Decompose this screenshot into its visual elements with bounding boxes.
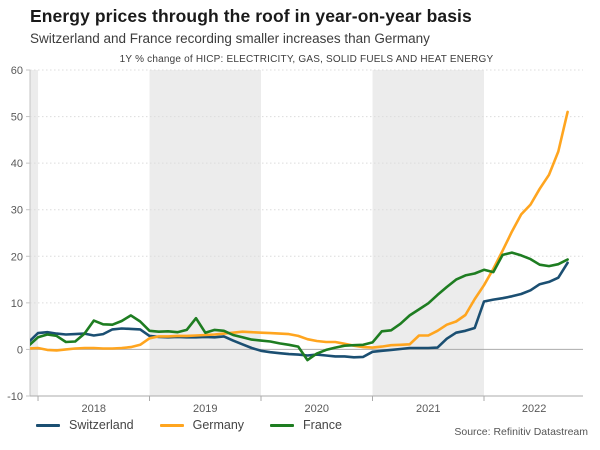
source-note: Source: Refinitiv Datastream [454, 426, 588, 438]
legend-swatch-france [270, 423, 295, 427]
svg-text:60: 60 [11, 65, 23, 77]
svg-text:20: 20 [11, 251, 23, 263]
legend-label-france: France [303, 418, 342, 432]
svg-text:40: 40 [11, 158, 23, 170]
legend-label-switzerland: Switzerland [69, 418, 134, 432]
svg-text:2018: 2018 [82, 403, 106, 415]
legend-swatch-switzerland [36, 423, 60, 427]
chart-axis-note: 1Y % change of HICP: ELECTRICITY, GAS, S… [119, 54, 494, 65]
svg-text:50: 50 [11, 112, 23, 124]
chart-legend: Switzerland Germany France [36, 418, 342, 432]
svg-text:2020: 2020 [305, 403, 329, 415]
legend-label-germany: Germany [192, 418, 245, 432]
legend-swatch-germany [159, 423, 184, 427]
svg-text:10: 10 [11, 298, 23, 310]
legend-item-switzerland: Switzerland [36, 418, 134, 432]
legend-item-germany: Germany [159, 418, 245, 432]
svg-text:-10: -10 [7, 391, 23, 403]
svg-text:2021: 2021 [416, 403, 440, 415]
svg-text:2022: 2022 [522, 403, 546, 415]
legend-item-france: France [270, 418, 342, 432]
svg-text:0: 0 [17, 344, 23, 356]
svg-text:2019: 2019 [193, 403, 217, 415]
page-subtitle: Switzerland and France recording smaller… [30, 31, 430, 46]
page-title: Energy prices through the roof in year-o… [30, 6, 472, 26]
svg-text:30: 30 [11, 205, 23, 217]
